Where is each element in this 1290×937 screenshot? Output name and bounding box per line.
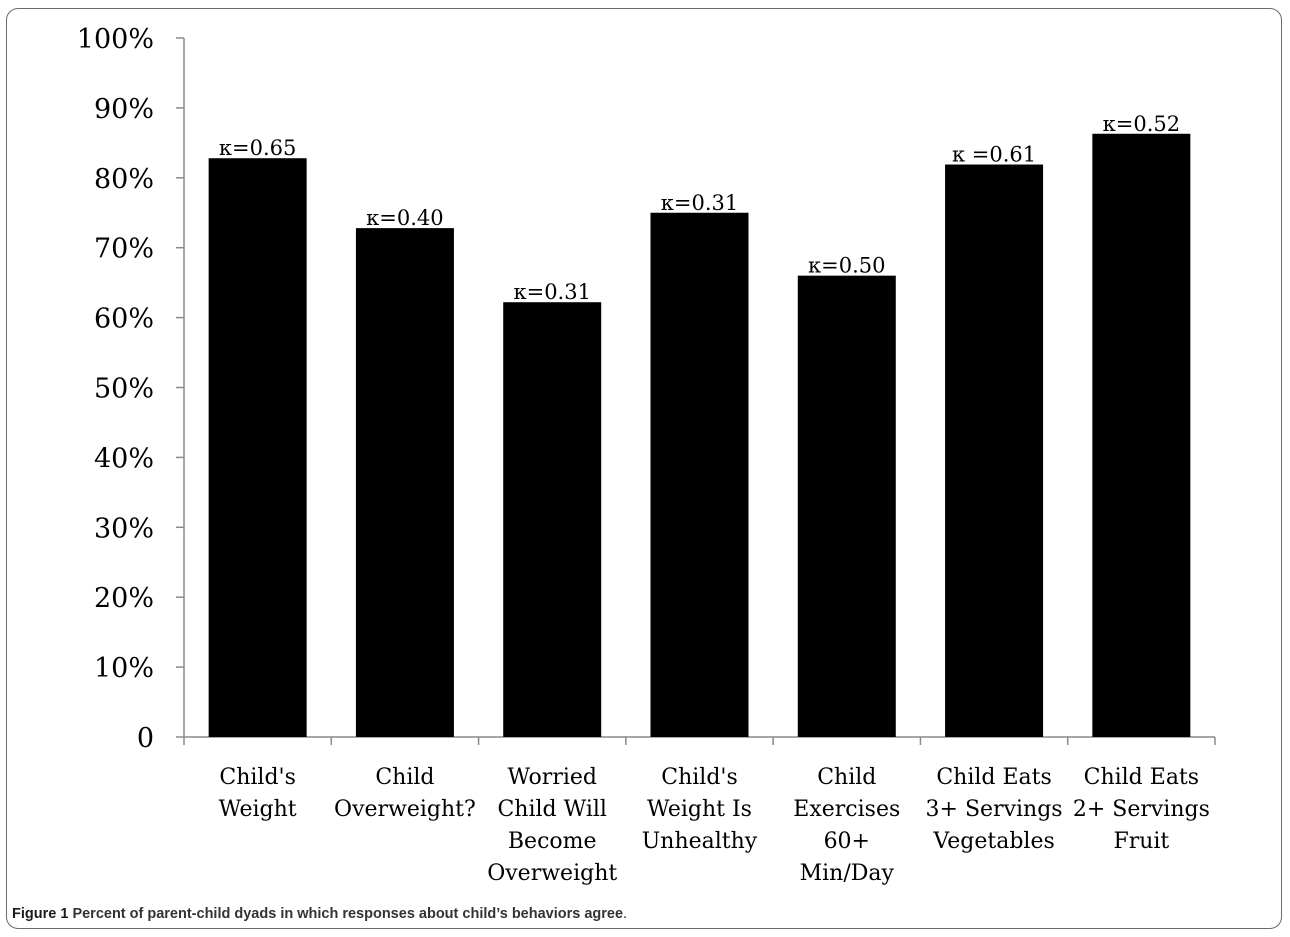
figure-caption-text: Percent of parent-child dyads in which r… <box>72 906 624 922</box>
kappa-label: κ=0.50 <box>808 254 885 278</box>
bar <box>1092 133 1191 737</box>
x-category-label: Child Eats <box>936 765 1051 790</box>
figure-caption-end: . <box>623 906 628 922</box>
x-category-label: Worried <box>507 765 597 790</box>
y-tick-label: 10% <box>94 653 154 684</box>
y-tick-label: 80% <box>94 164 154 195</box>
x-category-label: Overweight <box>487 861 617 886</box>
x-category-label: Weight <box>219 797 297 822</box>
kappa-label: κ =0.61 <box>952 143 1036 167</box>
kappa-label: κ=0.65 <box>219 136 296 160</box>
y-tick-label: 60% <box>94 304 154 335</box>
y-tick-label: 30% <box>94 513 154 544</box>
x-category-label: Vegetables <box>932 829 1054 854</box>
y-tick-label: 70% <box>94 234 154 265</box>
x-axis <box>183 736 1216 745</box>
y-tick-label: 100% <box>77 24 154 55</box>
kappa-label: κ=0.31 <box>513 280 590 304</box>
x-category-label: Unhealthy <box>642 829 758 854</box>
bar <box>945 164 1044 738</box>
figure-label: Figure 1 <box>12 906 69 922</box>
x-category-label: Child Eats <box>1084 765 1199 790</box>
x-category-label: Child's <box>219 765 296 790</box>
x-category-label: Exercises <box>793 797 900 822</box>
figure-caption: Figure 1 Percent of parent-child dyads i… <box>12 906 627 922</box>
x-category-label: Child Will <box>497 797 606 822</box>
kappa-annotations: κ=0.65 κ=0.40 κ=0.31 κ=0.31 κ=0.50 κ =0.61 κ=0… <box>219 112 1180 304</box>
x-category-label: Min/Day <box>800 861 895 886</box>
x-category-label: Child <box>375 765 434 790</box>
bar <box>208 158 307 737</box>
x-category-label: Weight Is <box>647 797 752 822</box>
y-tick-label: 20% <box>94 583 154 614</box>
bar <box>650 212 749 737</box>
bar <box>355 228 454 738</box>
bar <box>503 302 602 737</box>
x-category-label: Become <box>508 829 597 854</box>
y-tick-label: 40% <box>94 443 154 474</box>
y-tick-label: 0 <box>137 723 154 754</box>
kappa-label: κ=0.40 <box>366 206 443 230</box>
kappa-label: κ=0.31 <box>661 191 738 215</box>
x-category-label: 60+ <box>824 829 870 854</box>
x-category-label: 3+ Servings <box>926 797 1063 822</box>
bar <box>797 275 896 737</box>
x-category-label: Child's <box>661 765 738 790</box>
x-category-label: 2+ Servings <box>1073 797 1210 822</box>
y-tick-label: 90% <box>94 94 154 125</box>
x-category-label: Child <box>817 765 876 790</box>
y-tick-label: 50% <box>94 374 154 405</box>
kappa-label: κ=0.52 <box>1103 112 1180 136</box>
x-category-label: Overweight? <box>334 797 476 822</box>
y-axis: 0 10% 20% 30% 40% 50% 60% 70% 80% 90% 100% <box>77 24 185 754</box>
bars <box>208 133 1191 738</box>
x-category-label: Fruit <box>1113 829 1169 854</box>
category-labels: Child's Weight Child Overweight? Worried Chil… <box>219 765 1210 886</box>
